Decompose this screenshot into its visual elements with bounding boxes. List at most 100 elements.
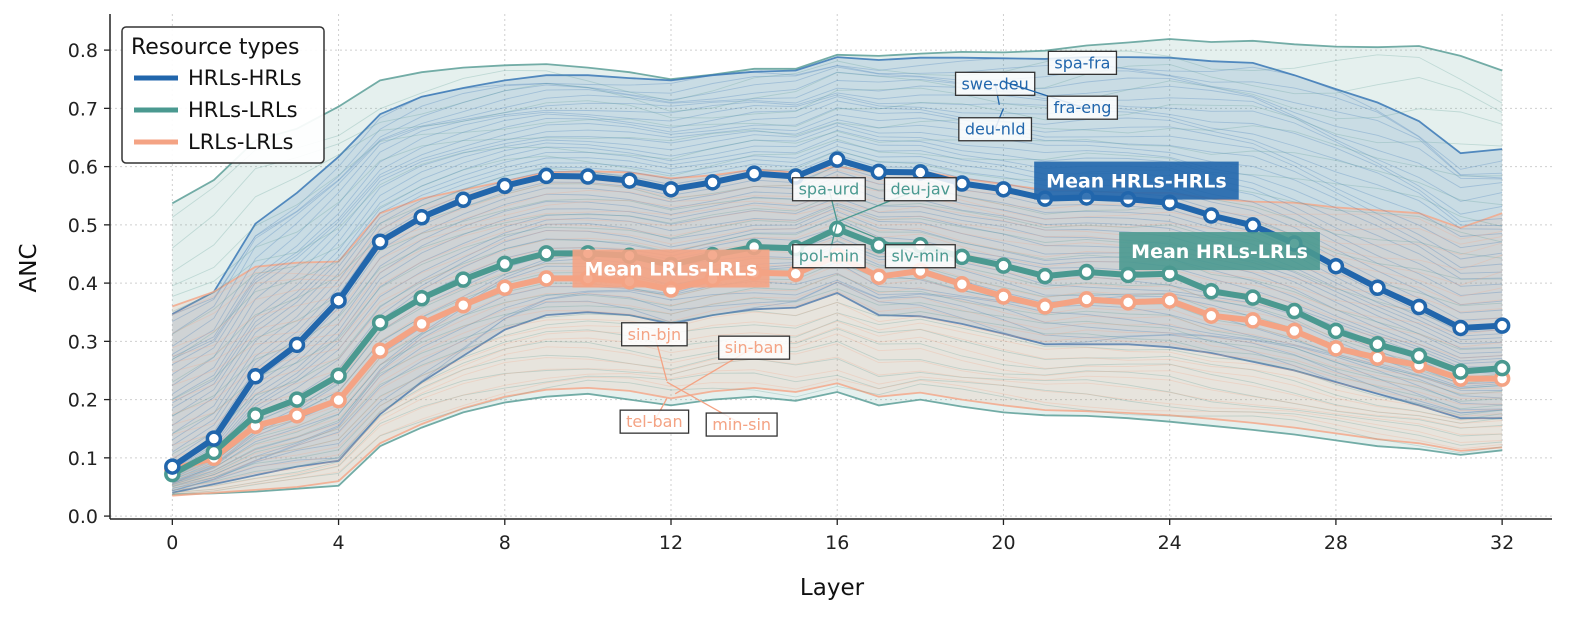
mean-hrls-hrls-point-8 [496,177,514,195]
per-pair-lines [172,50,1503,496]
pair-line-hrl-up-4 [172,140,1503,441]
mean-hrls-hrls-point-19 [953,175,971,192]
mean-lrls-lrls-point-19 [953,276,971,293]
annotation-text-deu-nld: deu-nld [965,120,1026,139]
pair-line-hrl-down-21 [172,281,1503,492]
pair-line-hrl-up-15 [172,92,1503,360]
annotation-box-pol-min [792,244,866,269]
mean-lrls-lrls-point-23 [1119,294,1137,311]
mean-lrls-lrls-point-24 [1161,292,1178,309]
annotation-min-sin: min-sin [666,381,778,437]
x-axis-label: Layer [800,575,865,601]
mean-lrls-lrls-point-27 [1286,322,1303,340]
mean-hrls-lrls-point-21 [1036,267,1054,285]
annotation-text-deu-jav: deu-jav [891,180,951,199]
y-tick-label-7: 0.7 [68,98,98,120]
mean-hrls-hrls-point-4 [330,292,347,309]
axes: 0 4 8 12 16 20 24 28 32 0.0 0.1 0.2 0.3 0.4 0.5 0.6 0.7 0… [68,14,1552,554]
x-tick-label-16: 16 [825,532,849,554]
mean-hrls-hrls-point-0 [164,458,181,475]
pair-line-hrl-up-17 [172,78,1503,355]
annotation-tel-ban: tel-ban [619,398,690,434]
annotation-box-deu-jav [883,177,957,202]
pair-line-mid-down-9 [172,328,1503,488]
hrls-lrls-range-upper [171,38,1503,205]
mean-hrls-lrls-point-28 [1327,322,1345,340]
mean-hrls-lrls-point-25 [1202,283,1220,300]
pair-line-mid-up-7 [172,138,1503,335]
mean-lrls-lrls-point-25 [1202,307,1220,324]
pair-line-hrl-down-19 [172,279,1503,491]
mean-hrls-lrls-point-3 [288,391,306,408]
hrls-lrls-range-lower [172,391,1503,496]
mean-hrls-hrls-point-3 [288,336,306,354]
pair-line-hrl-up-18 [172,71,1503,347]
mean-hrls-hrls-point-7 [454,191,472,209]
annotation-box-deu-nld [958,117,1033,142]
mean-hrls-hrls-point-6 [413,209,430,226]
annotation-text-sin-bjn: sin-bjn [628,325,681,344]
pair-line-mid-up-11 [172,80,1503,273]
mean-hrls-lrls-point-26 [1244,289,1262,306]
legend: Resource types HRLs-HRLs HRLs-LRLs LRLs-… [121,26,325,164]
hrls-hrls-range-lower [172,292,1503,494]
mean-hrls-lrls-point-20 [995,257,1012,274]
pair-line-mid-up-6 [172,150,1503,361]
pair-line-mid-down-6 [172,301,1503,484]
pair-line-mid-down-1 [172,240,1503,477]
mean-lrls-lrls-point-5 [371,342,389,359]
mean-hrls-hrls-badge: Mean HRLs-HRLs [1034,161,1239,200]
pair-line-mid-up-13 [172,50,1503,218]
annotation-text-swe-deu: swe-deu [962,74,1029,93]
mean-hrls-lrls-badge-text: Mean HRLs-LRLs [1131,241,1308,263]
pair-line-lrl-down-6 [172,312,1503,482]
pair-line-hrl-up-11 [172,107,1503,395]
mean-hrls-lrls-point-7 [454,271,472,288]
mean-hrls-hrls-point-20 [995,181,1012,198]
mean-lrls-lrls-point-3 [288,407,306,424]
pair-line-hrl-up-9 [172,119,1503,404]
y-axis-label: ANC [16,244,42,293]
mean-hrls-lrls-point-2 [247,407,264,424]
pair-line-lrl-down-8 [172,326,1503,485]
y-tick-label-1: 0.1 [68,448,98,470]
mean-hrls-lrls-point-5 [371,314,389,331]
mean-lrls-lrls-point-29 [1369,349,1386,366]
pair-line-mid-up-9 [172,119,1503,297]
pair-line-lrl-down-9 [172,333,1503,487]
pair-line-hrl-down-10 [172,217,1503,479]
pair-line-mid-down-12 [172,372,1503,493]
mean-hrls-hrls-badge-text: Mean HRLs-HRLs [1046,171,1227,193]
mean-hrls-hrls-point-28 [1327,257,1345,275]
pair-line-lrl-down-12 [172,369,1503,494]
mean-hrls-hrls-point-32 [1493,317,1511,334]
pair-line-mid-up-1 [172,215,1503,455]
pair-line-hrl-up-10 [172,114,1503,400]
mean-lrls-lrls-point-15 [787,265,804,283]
legend-label-hrls-lrls: HRLs-LRLs [188,98,298,122]
annotation-text-tel-ban: tel-ban [626,412,682,431]
annotation-deu-jav: deu-jav [836,177,957,223]
pair-line-hrl-up-6 [172,129,1503,426]
x-tick-label-24: 24 [1158,532,1182,554]
x-tick-label-28: 28 [1324,532,1348,554]
pair-line-hrl-up-19 [172,66,1503,335]
pair-line-hrl-up-3 [172,145,1503,446]
mean-hrls-hrls-badge-box [1034,161,1239,200]
pair-line-hrl-down-13 [172,241,1503,484]
mean-hrls-hrls-point-14 [745,165,763,182]
pair-line-lrl-up-6 [172,215,1503,402]
mean-hrls-hrls-point-26 [1244,217,1262,234]
x-tick-label-8: 8 [499,532,511,554]
x-tick-label-32: 32 [1490,532,1514,554]
mean-hrls-hrls-point-11 [621,172,638,189]
annotation-slv-min: slv-min [836,221,956,269]
mean-hrls-hrls-point-18 [912,164,929,181]
pair-line-lrl-down-4 [172,290,1503,478]
pair-annotations: spa-fra swe-deu fra-eng deu-nld spa-urd deu-j… [619,50,1119,437]
lrls-lrls-range-lower [172,382,1503,497]
mean-hrls-lrls-point-27 [1286,302,1303,320]
mean-lrls-lrls-point-6 [413,315,430,333]
annotation-pol-min: pol-min [792,221,866,269]
pair-line-mid-up-10 [172,101,1503,287]
